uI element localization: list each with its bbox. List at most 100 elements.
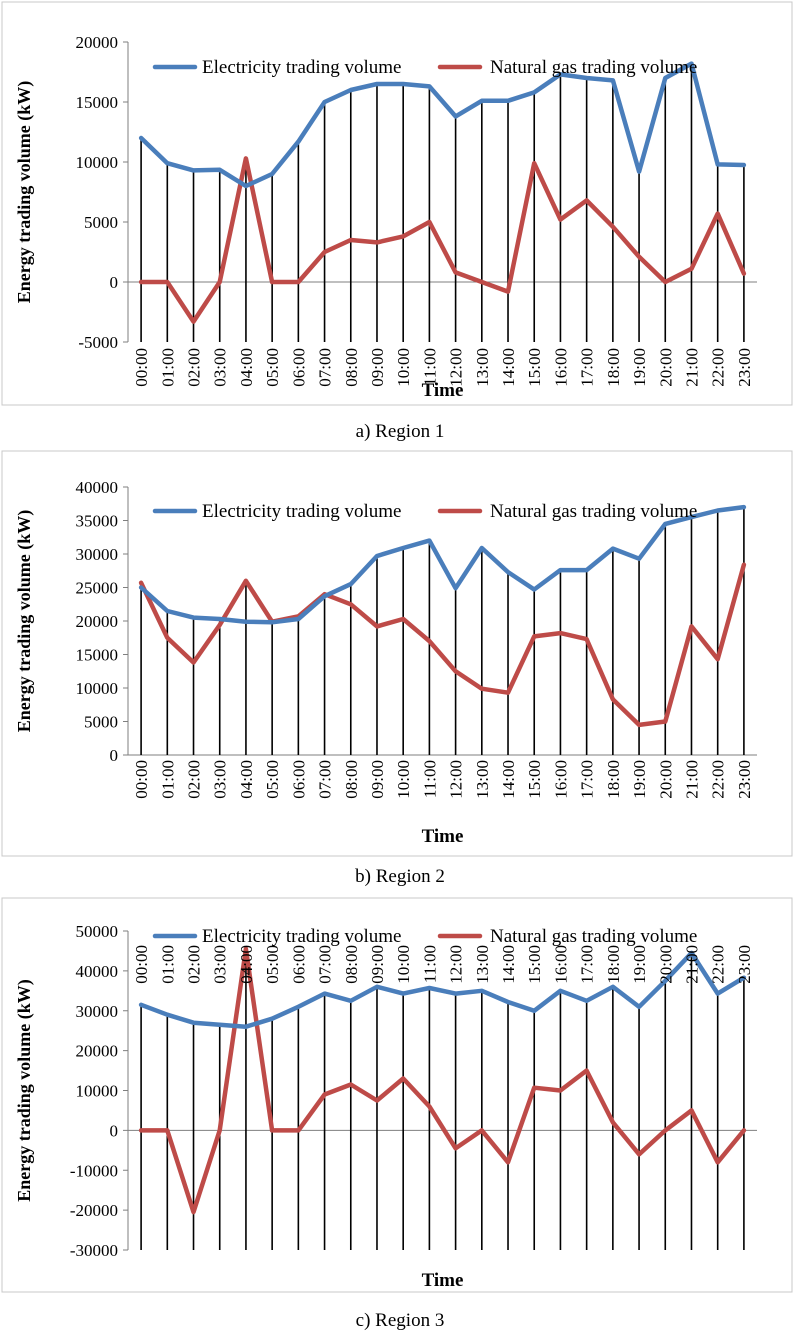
legend-label: Electricity trading volume (202, 926, 401, 947)
y-tick-label: 40000 (76, 478, 119, 497)
legend-label: Natural gas trading volume (490, 57, 697, 78)
chart-region-1: -5000 0 5000 10000 15000 20000 00:00 01:00 02:00… (1, 1, 793, 442)
x-tick-label: 14:00 (499, 760, 518, 799)
y-tick-label: 20000 (76, 33, 119, 52)
x-tick-label: 07:00 (316, 348, 335, 387)
x-tick-label: 13:00 (473, 945, 492, 984)
x-tick-label: 01:00 (158, 945, 177, 984)
x-tick-label: 21:00 (682, 348, 701, 387)
y-tick-label: 0 (110, 1121, 119, 1140)
y-tick-label: -30000 (70, 1241, 118, 1260)
y-tick-label: 30000 (76, 1002, 119, 1021)
x-tick-label: 12:00 (447, 945, 466, 984)
y-tick-label: -20000 (70, 1201, 118, 1220)
x-tick-label: 15:00 (525, 348, 544, 387)
x-tick-label: 18:00 (604, 760, 623, 799)
x-tick-label: 21:00 (682, 760, 701, 799)
x-tick-label: 00:00 (132, 348, 151, 387)
y-tick-label: 30000 (76, 545, 119, 564)
x-tick-label: 07:00 (316, 945, 335, 984)
x-tick-label: 17:00 (578, 945, 597, 984)
y-tick-label: -10000 (70, 1161, 118, 1180)
x-tick-label: 19:00 (630, 760, 649, 799)
x-tick-label: 06:00 (289, 760, 308, 799)
x-tick-label: 10:00 (394, 760, 413, 799)
x-tick-label: 11:00 (420, 945, 439, 983)
chart-caption: b) Region 2 (355, 866, 445, 887)
x-tick-label: 15:00 (525, 760, 544, 799)
chart-frame (1, 897, 793, 1293)
x-tick-label: 04:00 (237, 348, 256, 387)
x-tick-label: 18:00 (604, 348, 623, 387)
x-tick-label: 02:00 (185, 348, 204, 387)
x-tick-label: 09:00 (368, 348, 387, 387)
x-tick-label: 04:00 (237, 945, 256, 984)
x-tick-label: 02:00 (185, 945, 204, 984)
x-tick-label: 00:00 (132, 945, 151, 984)
chart-caption: c) Region 3 (356, 1310, 445, 1331)
x-tick-label: 03:00 (211, 760, 230, 799)
x-tick-label: 05:00 (263, 945, 282, 984)
natural-gas-series-line (138, 562, 747, 728)
x-axis-title: Time (422, 380, 464, 401)
x-tick-label: 17:00 (578, 348, 597, 387)
y-tick-label: 10000 (76, 1082, 119, 1101)
x-tick-label: 18:00 (604, 945, 623, 984)
y-tick-label: 20000 (76, 1042, 119, 1061)
x-tick-label: 08:00 (342, 945, 361, 984)
x-axis-title: Time (422, 1270, 464, 1291)
x-tick-label: 14:00 (499, 348, 518, 387)
electricity-series-line (138, 504, 747, 625)
x-tick-label: 09:00 (368, 945, 387, 984)
x-tick-label: 05:00 (263, 348, 282, 387)
y-tick-label: 15000 (76, 646, 119, 665)
x-tick-label: 22:00 (709, 348, 728, 387)
y-tick-label: 0 (110, 273, 119, 292)
x-tick-label: 17:00 (578, 760, 597, 799)
x-tick-label: 06:00 (289, 348, 308, 387)
y-tick-label: 40000 (76, 962, 119, 981)
y-axis-title: Energy trading volume (kW) (14, 81, 35, 304)
x-tick-label: 06:00 (289, 945, 308, 984)
x-tick-label: 12:00 (447, 348, 466, 387)
chart-frame (1, 450, 793, 857)
x-tick-label: 16:00 (551, 760, 570, 799)
legend-label: Electricity trading volume (202, 501, 401, 522)
x-tick-label: 19:00 (630, 348, 649, 387)
x-tick-label: 10:00 (394, 348, 413, 387)
x-tick-label: 02:00 (185, 760, 204, 799)
natural-gas-series-line (138, 156, 747, 324)
y-tick-label: 5000 (84, 213, 118, 232)
y-tick-label: 20000 (76, 612, 119, 631)
x-tick-label: 16:00 (551, 348, 570, 387)
x-tick-label: 20:00 (656, 760, 675, 799)
chart-region-2: 0 5000 10000 15000 20000 25000 30000 35000 40000… (1, 450, 793, 887)
x-tick-label: 05:00 (263, 760, 282, 799)
x-tick-label: 13:00 (473, 760, 492, 799)
x-tick-label: 21:00 (682, 945, 701, 984)
y-axis-title: Energy trading volume (kW) (14, 979, 35, 1202)
x-tick-label: 08:00 (342, 760, 361, 799)
x-tick-label: 16:00 (551, 945, 570, 984)
y-tick-label: 0 (110, 746, 119, 765)
x-tick-label: 07:00 (316, 760, 335, 799)
x-tick-label: 10:00 (394, 945, 413, 984)
x-tick-label: 01:00 (158, 760, 177, 799)
x-tick-label: 08:00 (342, 348, 361, 387)
legend-label: Natural gas trading volume (490, 926, 697, 947)
chart-caption: a) Region 1 (356, 421, 445, 442)
y-tick-label: 35000 (76, 512, 119, 531)
x-tick-label: 22:00 (709, 760, 728, 799)
x-tick-label: 11:00 (420, 348, 439, 386)
x-tick-label: 09:00 (368, 760, 387, 799)
y-tick-label: 10000 (76, 679, 119, 698)
y-tick-label: 15000 (76, 93, 119, 112)
y-tick-label: 10000 (76, 153, 119, 172)
legend-label: Electricity trading volume (202, 57, 401, 78)
x-tick-label: 00:00 (132, 760, 151, 799)
natural-gas-series-line (138, 946, 747, 1215)
x-tick-label: 19:00 (630, 945, 649, 984)
x-tick-label: 20:00 (656, 945, 675, 984)
x-tick-label: 13:00 (473, 348, 492, 387)
